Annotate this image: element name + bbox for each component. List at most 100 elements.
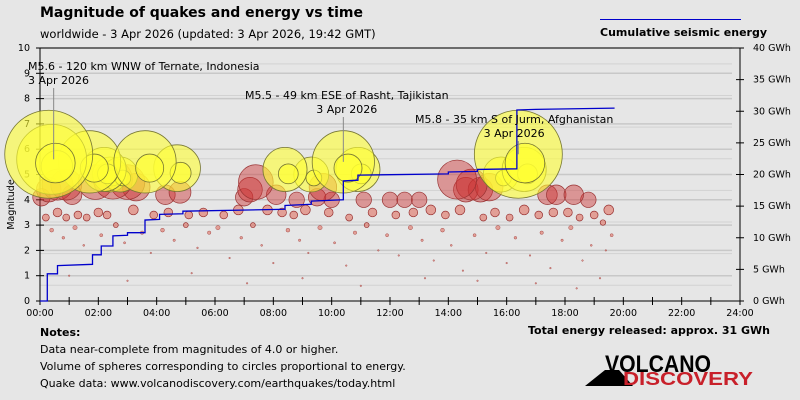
quake-circle	[123, 241, 126, 245]
quake-circle	[539, 230, 544, 235]
x-tick-label: 16:00	[493, 308, 520, 319]
quake-circle	[288, 191, 305, 208]
quake-circle	[62, 213, 71, 222]
quake-circle	[408, 207, 419, 218]
quake-circle	[272, 262, 275, 265]
y2-tick-label: 0 GWh	[753, 296, 785, 307]
quake-circle	[563, 207, 573, 218]
quake-circle	[113, 222, 119, 228]
quake-circle	[228, 256, 231, 259]
y-tick-label: 0	[24, 296, 30, 307]
x-tick-label: 10:00	[318, 308, 345, 319]
quake-circle	[425, 204, 437, 216]
x-tick-label: 12:00	[376, 308, 403, 319]
quake-circle	[411, 191, 428, 208]
quake-circle	[396, 191, 413, 208]
x-tick-label: 04:00	[143, 308, 170, 319]
quake-circle	[599, 219, 607, 226]
logo-volcano: VOLCANO	[605, 351, 711, 378]
quake-circle	[183, 222, 189, 228]
quake-circle-inner	[277, 163, 299, 185]
y-tick-label: 8	[24, 94, 30, 105]
quake-circle	[317, 225, 323, 231]
x-tick-label: 00:00	[26, 308, 53, 319]
quake-circle	[377, 249, 380, 252]
volcano-icon	[585, 370, 633, 386]
annotation-date: 3 Apr 2026	[316, 103, 377, 116]
y-tick-label: 4	[24, 195, 30, 206]
quake-circle	[513, 236, 517, 240]
quake-circle	[563, 184, 584, 205]
quake-circle	[581, 259, 584, 262]
legend-energy-label: Cumulative seismic energy	[600, 26, 768, 39]
quake-circle	[73, 210, 83, 220]
quake-circle	[184, 210, 193, 220]
quake-circle	[599, 277, 602, 280]
quake-circle	[128, 204, 139, 216]
y2-tick-label: 40 GWh	[753, 43, 791, 54]
y-tick-label: 3	[24, 220, 30, 231]
quake-circle	[250, 222, 256, 228]
quake-circle	[495, 225, 501, 231]
quake-circle	[301, 277, 304, 280]
y-tick-label: 1	[24, 271, 30, 282]
quake-circle-inner	[135, 153, 165, 183]
chart-title: Magnitude of quakes and energy vs time	[40, 5, 363, 21]
quake-circle	[548, 207, 559, 218]
quake-circle	[285, 228, 291, 233]
y2-tick-label: 5 GWh	[753, 264, 785, 275]
quake-circle	[52, 207, 63, 218]
y2-tick-label: 15 GWh	[753, 201, 791, 212]
quake-circle	[289, 210, 298, 220]
y2-tick-label: 20 GWh	[753, 170, 791, 181]
quake-circle	[93, 207, 104, 218]
quake-circle	[529, 254, 532, 257]
quake-circle	[149, 210, 158, 220]
quake-circle	[485, 251, 488, 254]
y-tick-label: 2	[24, 245, 30, 256]
quake-circle	[518, 204, 530, 216]
x-tick-label: 08:00	[260, 308, 287, 319]
quake-circle	[196, 246, 199, 249]
quake-circle	[391, 210, 401, 220]
quake-circle	[461, 269, 464, 272]
quake-circle	[424, 277, 427, 280]
quake-circle	[300, 204, 311, 216]
x-tick-label: 22:00	[668, 308, 695, 319]
logo-discovery: DISCOVERY	[623, 369, 753, 389]
quake-circle	[345, 264, 348, 267]
y2-tick-label: 25 GWh	[753, 138, 791, 149]
quake-circle	[239, 236, 243, 240]
quake-circle	[397, 254, 400, 257]
quake-circle	[479, 213, 488, 222]
annotation-text: M5.8 - 35 km S of Jurm, Afghanistan	[415, 113, 613, 126]
quake-circle	[277, 207, 287, 218]
quake-circle	[408, 225, 413, 231]
quake-circle	[190, 272, 193, 275]
quake-circle	[49, 228, 54, 233]
quake-circle	[580, 191, 597, 208]
quake-circle	[472, 233, 477, 237]
quake-circle	[590, 244, 593, 247]
annotation-text: M5.6 - 120 km WNW of Ternate, Indonesia	[28, 60, 260, 73]
total-energy: Total energy released: approx. 31 GWh	[528, 324, 770, 337]
y2-tick-label: 35 GWh	[753, 75, 791, 86]
quake-circle	[324, 207, 334, 218]
note-line: Data near-complete from magnitudes of 4.…	[40, 343, 339, 356]
quake-circle	[61, 236, 65, 240]
annotation-text: M5.5 - 49 km ESE of Rasht, Tajikistan	[245, 89, 449, 102]
quake-circle	[437, 159, 477, 200]
quake-circle	[604, 249, 607, 252]
quake-circle	[568, 225, 574, 231]
y2-tick-label: 10 GWh	[753, 233, 791, 244]
x-tick-label: 06:00	[201, 308, 228, 319]
quake-circle	[589, 210, 599, 220]
quake-circle-inner	[35, 142, 76, 184]
quake-circle	[72, 225, 78, 231]
quake-circle	[237, 177, 263, 203]
quake-circle	[385, 233, 389, 237]
quake-circle	[441, 210, 450, 220]
quake-circle	[345, 213, 353, 222]
quake-circle	[260, 244, 263, 247]
quake-circle	[333, 241, 336, 245]
